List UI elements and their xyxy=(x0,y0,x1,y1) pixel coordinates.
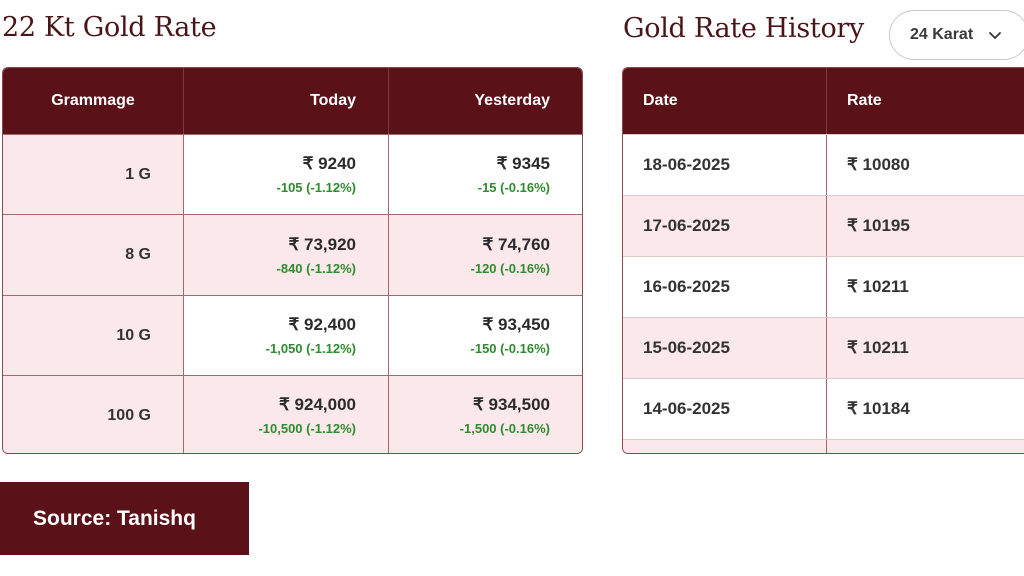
today-cell: ₹ 924,000 -10,500 (-1.12%) xyxy=(183,376,388,453)
table-row: 100 G ₹ 924,000 -10,500 (-1.12%) ₹ 934,5… xyxy=(3,375,582,453)
yesterday-change: -150 (-0.16%) xyxy=(470,341,550,356)
chevron-down-icon xyxy=(989,32,1002,39)
yesterday-price: ₹ 9345 xyxy=(496,154,550,173)
rate-cell-empty xyxy=(826,440,1024,453)
date-cell: 14-06-2025 xyxy=(643,399,730,418)
table-row-partial xyxy=(623,439,1024,453)
today-change: -1,050 (-1.12%) xyxy=(265,341,356,356)
table-row: 14-06-2025 ₹ 10184 xyxy=(623,378,1024,439)
date-cell: 18-06-2025 xyxy=(643,155,730,174)
karat-select-value: 24 Karat xyxy=(910,26,974,43)
table-header: Date Rate xyxy=(623,68,1024,134)
grammage-cell: 8 G xyxy=(3,215,183,295)
today-price: ₹ 92,400 xyxy=(288,315,356,334)
table-row: 17-06-2025 ₹ 10195 xyxy=(623,195,1024,256)
yesterday-price: ₹ 934,500 xyxy=(473,395,550,414)
yesterday-cell: ₹ 74,760 -120 (-0.16%) xyxy=(388,215,582,295)
today-cell: ₹ 92,400 -1,050 (-1.12%) xyxy=(183,296,388,375)
table-row: 16-06-2025 ₹ 10211 xyxy=(623,256,1024,317)
history-title: Gold Rate History xyxy=(623,13,864,44)
today-change: -105 (-1.12%) xyxy=(276,180,356,195)
yesterday-cell: ₹ 9345 -15 (-0.16%) xyxy=(388,135,582,214)
yesterday-cell: ₹ 934,500 -1,500 (-0.16%) xyxy=(388,376,582,453)
source-button[interactable]: Source: Tanishq xyxy=(0,482,249,555)
grammage-cell: 10 G xyxy=(3,296,183,375)
yesterday-cell: ₹ 93,450 -150 (-0.16%) xyxy=(388,296,582,375)
rate-cell: ₹ 10184 xyxy=(826,379,1024,439)
today-price: ₹ 9240 xyxy=(302,154,356,173)
today-change: -10,500 (-1.12%) xyxy=(258,421,356,436)
gold-rate-history-table: Date Rate 18-06-2025 ₹ 10080 17-06-2025 … xyxy=(622,67,1024,454)
date-cell-empty xyxy=(623,440,826,453)
grammage-cell: 100 G xyxy=(3,376,183,453)
table-header: Grammage Today Yesterday xyxy=(3,68,582,134)
header-rate: Rate xyxy=(826,68,1024,134)
header-yesterday: Yesterday xyxy=(388,68,582,134)
today-cell: ₹ 9240 -105 (-1.12%) xyxy=(183,135,388,214)
today-price: ₹ 73,920 xyxy=(288,234,356,254)
yesterday-change: -1,500 (-0.16%) xyxy=(459,421,550,436)
table-row: 15-06-2025 ₹ 10211 xyxy=(623,317,1024,378)
yesterday-change: -15 (-0.16%) xyxy=(477,180,550,195)
today-price: ₹ 924,000 xyxy=(279,395,356,414)
grammage-cell: 1 G xyxy=(3,135,183,214)
table-row: 18-06-2025 ₹ 10080 xyxy=(623,134,1024,195)
table-row: 8 G ₹ 73,920 -840 (-1.12%) ₹ 74,760 -120… xyxy=(3,214,582,295)
today-cell: ₹ 73,920 -840 (-1.12%) xyxy=(183,215,388,295)
rate-cell: ₹ 10195 xyxy=(826,196,1024,256)
today-change: -840 (-1.12%) xyxy=(276,260,356,276)
gold-rate-table: Grammage Today Yesterday 1 G ₹ 9240 -105… xyxy=(2,67,583,454)
date-cell: 16-06-2025 xyxy=(643,277,730,296)
date-cell: 15-06-2025 xyxy=(643,338,730,357)
karat-select[interactable]: 24 Karat xyxy=(889,10,1024,60)
table-row: 10 G ₹ 92,400 -1,050 (-1.12%) ₹ 93,450 -… xyxy=(3,295,582,375)
yesterday-change: -120 (-0.16%) xyxy=(470,260,550,276)
header-date: Date xyxy=(643,92,678,109)
yesterday-price: ₹ 93,450 xyxy=(482,315,550,334)
rate-cell: ₹ 10211 xyxy=(826,318,1024,378)
header-grammage: Grammage xyxy=(51,92,135,109)
header-today: Today xyxy=(183,68,388,134)
table-row: 1 G ₹ 9240 -105 (-1.12%) ₹ 9345 -15 (-0.… xyxy=(3,134,582,214)
yesterday-price: ₹ 74,760 xyxy=(482,234,550,254)
rate-title: 22 Kt Gold Rate xyxy=(2,12,217,43)
date-cell: 17-06-2025 xyxy=(643,216,730,235)
rate-cell: ₹ 10211 xyxy=(826,257,1024,317)
rate-cell: ₹ 10080 xyxy=(826,135,1024,195)
